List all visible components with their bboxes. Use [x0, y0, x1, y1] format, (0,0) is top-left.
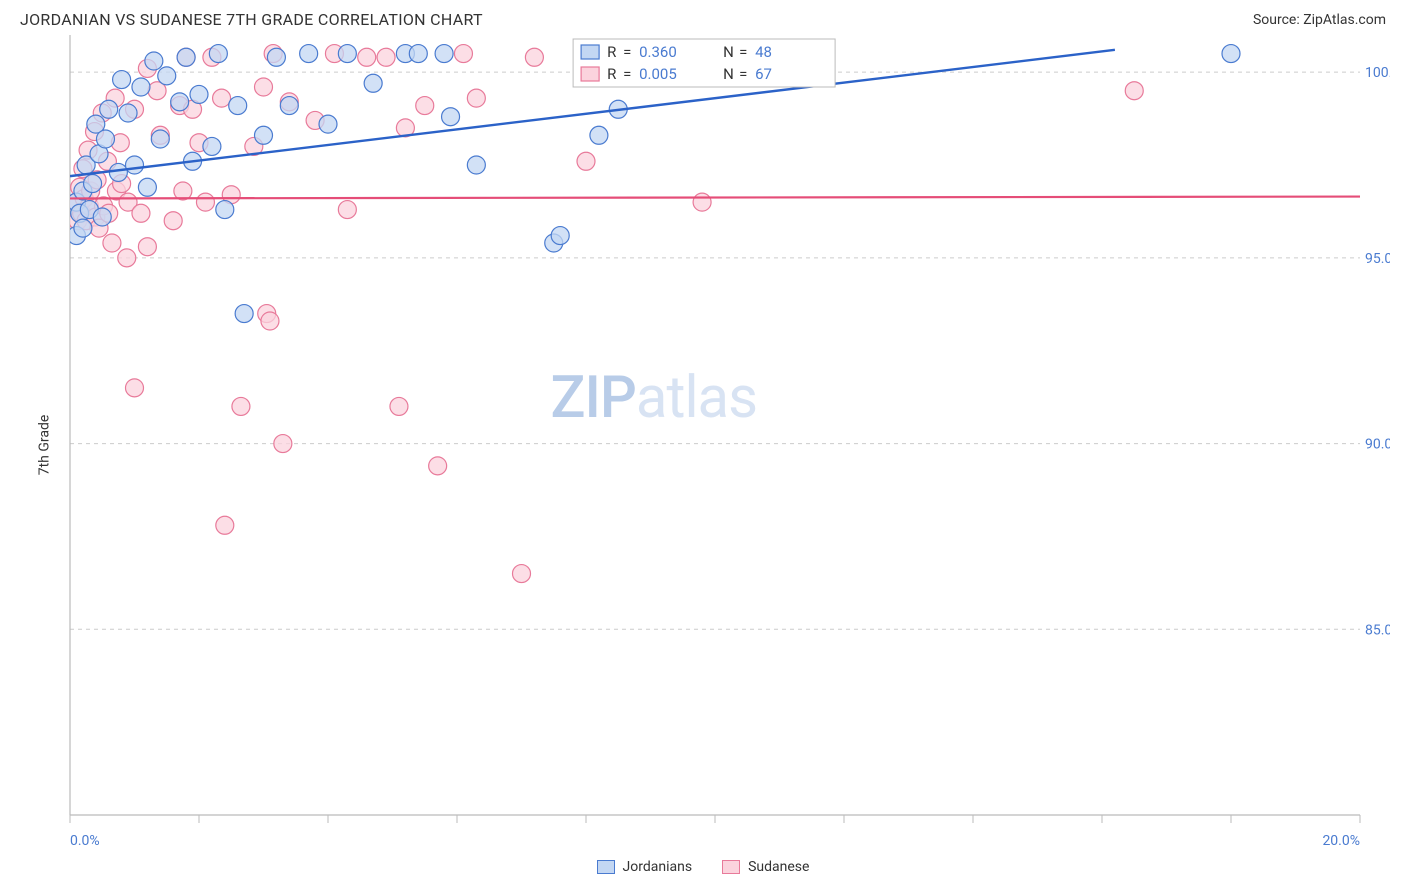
- chart-source: Source: ZipAtlas.com: [1253, 12, 1386, 28]
- svg-text:0.0%: 0.0%: [70, 833, 100, 849]
- svg-text:=: =: [623, 65, 631, 83]
- legend-bottom: Jordanians Sudanese: [0, 859, 1406, 875]
- svg-text:67: 67: [755, 65, 772, 83]
- svg-text:95.0%: 95.0%: [1365, 251, 1390, 267]
- y-axis-label: 7th Grade: [36, 415, 52, 476]
- svg-text:85.0%: 85.0%: [1365, 622, 1390, 638]
- svg-text:100.0%: 100.0%: [1365, 65, 1390, 81]
- svg-text:0.360: 0.360: [639, 43, 677, 61]
- svg-text:20.0%: 20.0%: [1322, 833, 1360, 849]
- svg-text:=: =: [739, 65, 747, 83]
- svg-text:0.005: 0.005: [639, 65, 677, 83]
- legend-item: Sudanese: [722, 859, 809, 875]
- svg-text:=: =: [739, 43, 747, 61]
- legend-item: Jordanians: [597, 859, 693, 875]
- legend-swatch: [597, 860, 615, 874]
- chart-area: 7th Grade 0.0%20.0%85.0%90.0%95.0%100.0%…: [20, 35, 1386, 855]
- scatter-chart: 0.0% 20.0% 85.0% 90.0% 95.0% 100.0% R = 0.360 N = 4…: [20, 35, 1390, 855]
- svg-text:R: R: [607, 43, 616, 61]
- chart-header: JORDANIAN VS SUDANESE 7TH GRADE CORRELAT…: [0, 0, 1406, 35]
- svg-text:=: =: [623, 43, 631, 61]
- chart-title: JORDANIAN VS SUDANESE 7TH GRADE CORRELAT…: [20, 10, 483, 29]
- svg-text:N: N: [723, 65, 734, 83]
- svg-text:90.0%: 90.0%: [1365, 437, 1390, 453]
- svg-text:R: R: [607, 65, 616, 83]
- svg-text:48: 48: [755, 43, 772, 61]
- legend-label: Sudanese: [748, 859, 809, 875]
- legend-label: Jordanians: [623, 859, 693, 875]
- legend-swatch: [722, 860, 740, 874]
- svg-text:N: N: [723, 43, 734, 61]
